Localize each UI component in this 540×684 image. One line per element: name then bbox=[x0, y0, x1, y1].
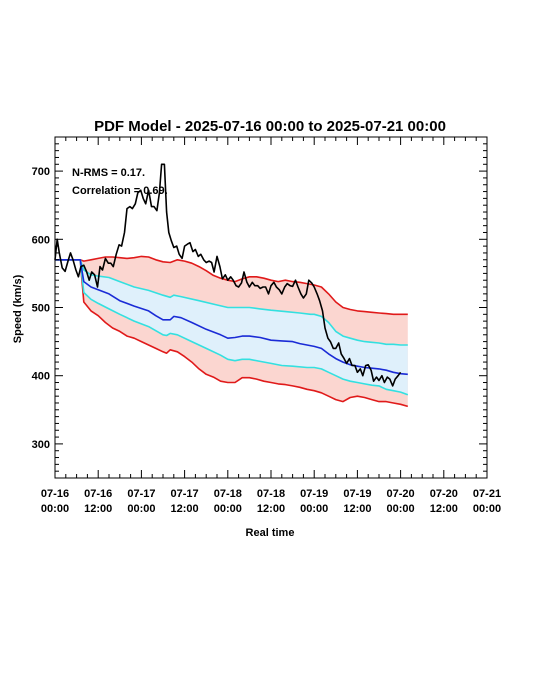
x-tick-label-date: 07-17 bbox=[127, 488, 155, 500]
observed-speed-line bbox=[54, 163, 402, 387]
x-tick-label-time: 12:00 bbox=[257, 503, 285, 515]
x-tick-label-time: 00:00 bbox=[300, 503, 328, 515]
x-tick-label-date: 07-18 bbox=[257, 488, 285, 500]
y-tick-label: 700 bbox=[32, 166, 50, 178]
chart-title: PDF Model - 2025-07-16 00:00 to 2025-07-… bbox=[94, 118, 446, 135]
x-tick-label-time: 00:00 bbox=[41, 503, 69, 515]
x-tick-label-time: 12:00 bbox=[430, 503, 458, 515]
y-tick-label: 400 bbox=[32, 371, 50, 383]
y-axis-label: Speed (km/s) bbox=[12, 274, 24, 343]
x-tick-label-date: 07-19 bbox=[343, 488, 371, 500]
x-tick-label-time: 12:00 bbox=[84, 503, 112, 515]
annotation-correlation: Correlation = 0.69. bbox=[72, 185, 168, 197]
y-tick-label: 600 bbox=[32, 234, 50, 246]
annotation-nrms: N-RMS = 0.17. bbox=[72, 167, 145, 179]
inner-band-upper-line bbox=[55, 258, 408, 346]
x-tick-label-date: 07-20 bbox=[430, 488, 458, 500]
x-tick-label-time: 00:00 bbox=[473, 503, 501, 515]
x-tick-label-date: 07-19 bbox=[300, 488, 328, 500]
y-tick-label: 500 bbox=[32, 303, 50, 315]
x-tick-label-time: 00:00 bbox=[127, 503, 155, 515]
x-tick-label-date: 07-21 bbox=[473, 488, 501, 500]
x-tick-label-date: 07-16 bbox=[41, 488, 69, 500]
x-tick-label-date: 07-18 bbox=[214, 488, 242, 500]
x-tick-label-time: 12:00 bbox=[343, 503, 371, 515]
x-tick-label-time: 00:00 bbox=[387, 503, 415, 515]
outer-band-lower-line bbox=[55, 258, 409, 408]
x-axis-label: Real time bbox=[246, 527, 295, 539]
inner-band-fill bbox=[55, 259, 408, 395]
inner-band-lower-line bbox=[55, 258, 409, 396]
x-tick-label-time: 12:00 bbox=[171, 503, 199, 515]
x-tick-label-date: 07-16 bbox=[84, 488, 112, 500]
x-tick-label-time: 00:00 bbox=[214, 503, 242, 515]
x-tick-label-date: 07-17 bbox=[171, 488, 199, 500]
y-tick-label: 300 bbox=[32, 439, 50, 451]
median-line bbox=[55, 258, 408, 376]
x-tick-label-date: 07-20 bbox=[387, 488, 415, 500]
